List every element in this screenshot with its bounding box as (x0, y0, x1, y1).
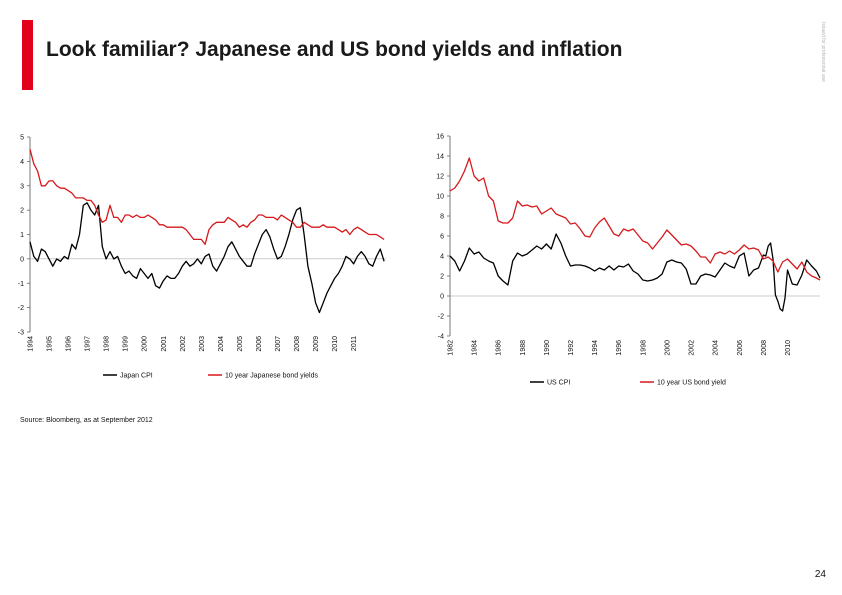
x-tick-label: 1998 (104, 336, 111, 352)
y-tick-label: 4 (20, 159, 24, 166)
y-tick-label: 5 (20, 135, 24, 142)
x-tick-label: 1994 (28, 336, 35, 352)
legend-label: 10 year Japanese bond yields (225, 373, 319, 380)
x-tick-label: 2004 (218, 336, 225, 352)
x-tick-label: 2010 (332, 336, 339, 352)
x-tick-label: 2004 (713, 340, 720, 356)
series-lines (29, 149, 385, 314)
x-tick-label: 1996 (66, 336, 73, 352)
x-tick-label: 2006 (737, 340, 744, 356)
y-tick-label: 3 (20, 183, 24, 190)
y-tick-label: 0 (440, 294, 444, 301)
y-tick-label: -3 (18, 330, 24, 337)
x-tick-label: 1986 (496, 340, 503, 356)
x-tick-label: 2003 (199, 336, 206, 352)
series-line-bond-yield (449, 157, 821, 281)
x-tick-label: 2001 (161, 336, 168, 352)
x-tick-label: 2010 (785, 340, 792, 356)
x-tick-label: 2000 (664, 340, 671, 356)
y-tick-label: 12 (436, 174, 444, 181)
x-tick-label: 1990 (544, 340, 551, 356)
page-number: 24 (814, 569, 826, 580)
source-note: Source: Bloomberg, as at September 2012 (20, 417, 153, 424)
x-tick-label: 2007 (275, 336, 282, 352)
japan-chart: 5 4 3 2 1 0 -1 -2 -3 1994 1995 1996 1997 1998 1999 2000… (0, 125, 400, 387)
legend-label: Japan CPI (120, 373, 153, 380)
y-tick-label: 4 (440, 254, 444, 261)
x-tick-label: 2002 (180, 336, 187, 352)
series-line-cpi (449, 233, 821, 312)
us-chart-svg: 16 14 12 10 8 6 4 2 0 -2 -4 1982 1984 1986 1988 1990 199… (436, 134, 821, 387)
y-tick-label: 2 (20, 208, 24, 215)
y-tick-label: 0 (20, 256, 24, 263)
y-tick-label: -4 (438, 334, 444, 341)
x-tick-label: 2002 (689, 340, 696, 356)
x-tick-label: 1998 (640, 340, 647, 356)
x-tick-label: 2000 (142, 336, 149, 352)
x-tick-label: 1984 (472, 340, 479, 356)
us-chart: 16 14 12 10 8 6 4 2 0 -2 -4 1982 1984 1986 1988 1990 199… (418, 125, 830, 395)
x-tick-label: 2006 (256, 336, 263, 352)
x-tick-label: 1992 (568, 340, 575, 356)
x-tick-label: 2008 (761, 340, 768, 356)
x-tick-label: 2008 (294, 336, 301, 352)
series-line-bond-yield (29, 149, 385, 245)
page-title: Look familiar? Japanese and US bond yiel… (46, 38, 623, 61)
series-line-cpi (29, 202, 385, 314)
x-tick-label: 1999 (123, 336, 130, 352)
y-tick-label: -1 (18, 281, 24, 288)
y-tick-label: -2 (438, 314, 444, 321)
x-tick-label: 1995 (47, 336, 54, 352)
y-tick-label: 2 (440, 274, 444, 281)
legend-label: US CPI (547, 380, 570, 387)
y-tick-label: 16 (436, 134, 444, 141)
x-tick-label: 1988 (520, 340, 527, 356)
y-tick-label: 14 (436, 154, 444, 161)
x-tick-label: 1982 (448, 340, 455, 356)
y-tick-label: 8 (440, 214, 444, 221)
x-tick-label: 2011 (351, 336, 358, 351)
japan-chart-svg: 5 4 3 2 1 0 -1 -2 -3 1994 1995 1996 1997 1998 1999 2000… (18, 135, 386, 380)
x-tick-label: 1996 (616, 340, 623, 356)
y-tick-label: -2 (18, 305, 24, 312)
x-tick-label: 2005 (237, 336, 244, 352)
side-note: Issued for professional use (820, 22, 826, 82)
x-tick-label: 2009 (313, 336, 320, 352)
y-tick-label: 1 (20, 232, 24, 239)
accent-bar (22, 20, 33, 90)
x-tick-label: 1997 (85, 336, 92, 352)
x-tick-label: 1994 (592, 340, 599, 356)
legend-label: 10 year US bond yield (657, 380, 726, 387)
series-lines (449, 157, 821, 312)
y-tick-label: 6 (440, 234, 444, 241)
y-tick-label: 10 (436, 194, 444, 201)
